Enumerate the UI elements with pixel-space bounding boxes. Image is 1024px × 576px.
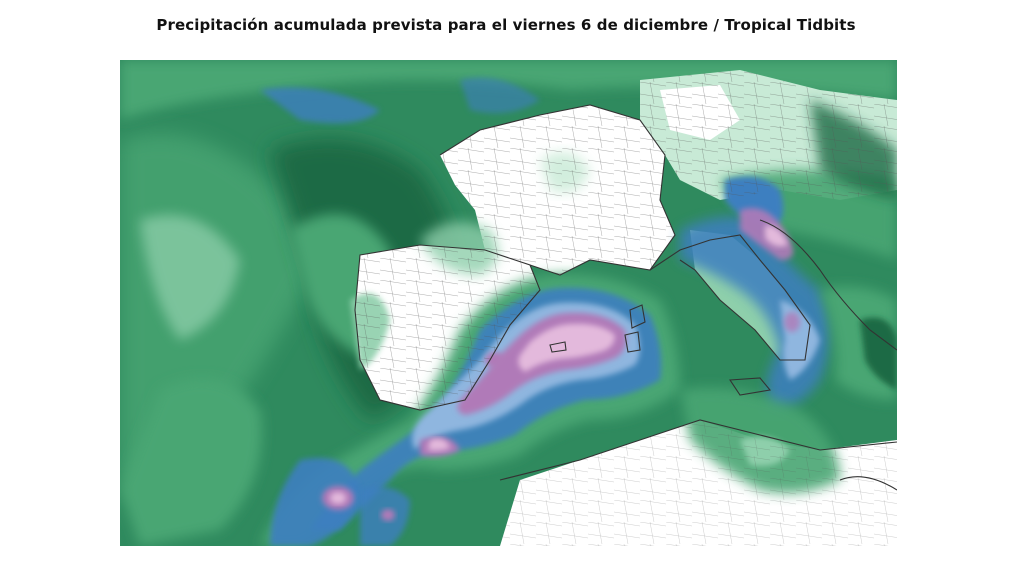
region-boundaries [355,70,897,546]
coastlines [354,104,897,491]
page-title: Precipitación acumulada prevista para el… [156,16,856,34]
mediterranean-storm-band [260,274,680,546]
precipitation-map [120,60,897,546]
